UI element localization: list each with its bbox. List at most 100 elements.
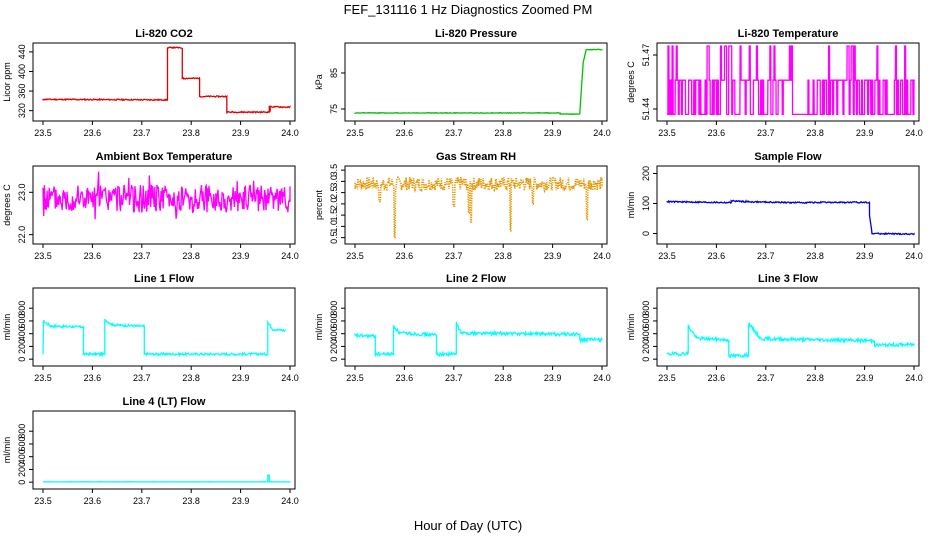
y-tick-label: 200 [17,339,27,354]
x-tick-label: 23.7 [445,373,463,383]
x-tick-label: 23.7 [133,128,151,138]
series-line [354,320,603,358]
plot-frame [32,165,296,245]
x-tick-label: 23.8 [182,496,200,506]
x-tick-label: 23.5 [34,496,52,506]
y-tick-label: 100 [641,196,651,211]
x-tick-label: 23.5 [34,251,52,261]
x-tick-label: 23.9 [232,128,250,138]
y-tick-label: 75 [329,104,339,114]
chart-title: Li-820 Pressure [435,28,517,40]
y-tick-label: 200 [329,339,339,354]
y-tick-label: 0 [641,357,651,362]
x-tick-label: 23.9 [856,373,874,383]
y-tick-label: 0 [329,357,339,362]
chart-panel-6: Sample Flow ml/min 23.5 23.6 23.7 23.8 23.9 24.… [626,151,923,261]
plot-frame [656,287,920,367]
y-axis-label: ml/min [2,314,12,341]
chart-panel-7: Line 1 Flow ml/min 23.5 23.6 23.7 23.8 23.9 24.… [2,273,299,383]
series-line [42,318,286,358]
x-tick-label: 23.9 [232,251,250,261]
y-tick-label: 0 [17,480,27,485]
y-axis-label: ml/min [626,314,636,341]
y-axis-label: percent [314,189,324,220]
chart-title: Li-820 CO2 [135,28,192,40]
y-tick-label: 400 [17,64,27,79]
chart-panel-10: Line 4 (LT) Flow ml/min 23.5 23.6 23.7 23.8 23… [2,396,299,506]
x-tick-label: 23.5 [346,128,364,138]
y-tick-label: 800 [329,301,339,316]
x-tick-label: 23.8 [182,128,200,138]
x-tick-label: 23.5 [658,373,676,383]
y-tick-label: 400 [641,326,651,341]
series-line [354,48,603,116]
x-tick-label: 23.9 [232,373,250,383]
chart-panel-2: Li-820 Pressure kPa 23.5 23.6 23.7 23.8 23.9 24… [314,28,611,138]
chart-panel-9: Line 3 Flow ml/min 23.5 23.6 23.7 23.8 23.9 24.… [626,273,923,383]
x-tick-label: 23.8 [494,128,512,138]
x-tick-label: 23.7 [757,128,775,138]
series-line [666,322,915,359]
x-tick-label: 23.6 [708,128,726,138]
x-tick-label: 23.6 [84,128,102,138]
y-tick-label: 23.0 [17,184,27,202]
x-tick-label: 24.0 [905,373,923,383]
x-tick-label: 23.5 [34,373,52,383]
y-tick-label: 400 [329,326,339,341]
x-tick-label: 23.9 [544,128,562,138]
chart-title: Line 4 (LT) Flow [123,396,206,408]
x-tick-label: 23.9 [232,496,250,506]
x-tick-label: 24.0 [281,251,299,261]
y-axis-label: ml/min [2,437,12,464]
y-tick-label: 800 [17,424,27,439]
chart-title: Li-820 Temperature [738,28,839,40]
chart-panel-4: Ambient Box Temperature degrees C 23.5 23.6… [2,151,299,261]
x-tick-label: 23.6 [396,373,414,383]
x-tick-label: 24.0 [905,128,923,138]
y-axis-label: kPa [314,74,324,90]
y-tick-label: 600 [641,313,651,328]
y-tick-label: 3.0 [329,175,339,188]
x-tick-label: 23.7 [757,373,775,383]
y-tick-label: 400 [17,449,27,464]
chart-title: Sample Flow [754,151,822,163]
y-axis-label: degrees C [2,184,12,226]
y-tick-label: 800 [641,301,651,316]
plot-frame [656,42,920,122]
x-tick-label: 24.0 [281,128,299,138]
x-tick-label: 23.8 [806,373,824,383]
series-line [42,474,291,483]
chart-title: Line 2 Flow [446,273,506,285]
chart-title: Gas Stream RH [436,151,516,163]
x-tick-label: 23.8 [494,251,512,261]
x-tick-label: 23.7 [133,373,151,383]
chart-panel-3: Li-820 Temperature degrees C 23.5 23.6 23.7 2… [626,28,923,138]
x-tick-label: 23.7 [757,251,775,261]
y-tick-label: 200 [641,166,651,181]
series-line [667,45,915,116]
y-axis-label: ml/min [626,192,636,219]
y-axis-label: degrees C [626,61,636,103]
series-line [354,174,603,239]
x-tick-label: 23.7 [445,251,463,261]
x-tick-label: 23.5 [34,128,52,138]
x-tick-label: 23.8 [182,373,200,383]
y-tick-label: 22.0 [17,226,27,244]
plot-frame [32,287,296,367]
chart-title: Line 1 Flow [134,273,194,285]
x-tick-label: 24.0 [593,251,611,261]
figure-title: FEF_131116 1 Hz Diagnostics Zoomed PM [343,2,593,17]
x-tick-label: 23.8 [806,128,824,138]
x-tick-label: 23.6 [396,128,414,138]
y-tick-label: 400 [17,326,27,341]
x-tick-label: 24.0 [281,496,299,506]
x-tick-label: 23.8 [494,373,512,383]
series-line [666,199,915,236]
x-tick-label: 23.6 [708,251,726,261]
y-tick-label: 51.44 [641,98,651,121]
x-tick-label: 23.9 [544,251,562,261]
x-tick-label: 23.6 [396,251,414,261]
y-tick-label: 800 [17,301,27,316]
x-tick-label: 23.9 [544,373,562,383]
chart-title: Line 3 Flow [758,273,818,285]
